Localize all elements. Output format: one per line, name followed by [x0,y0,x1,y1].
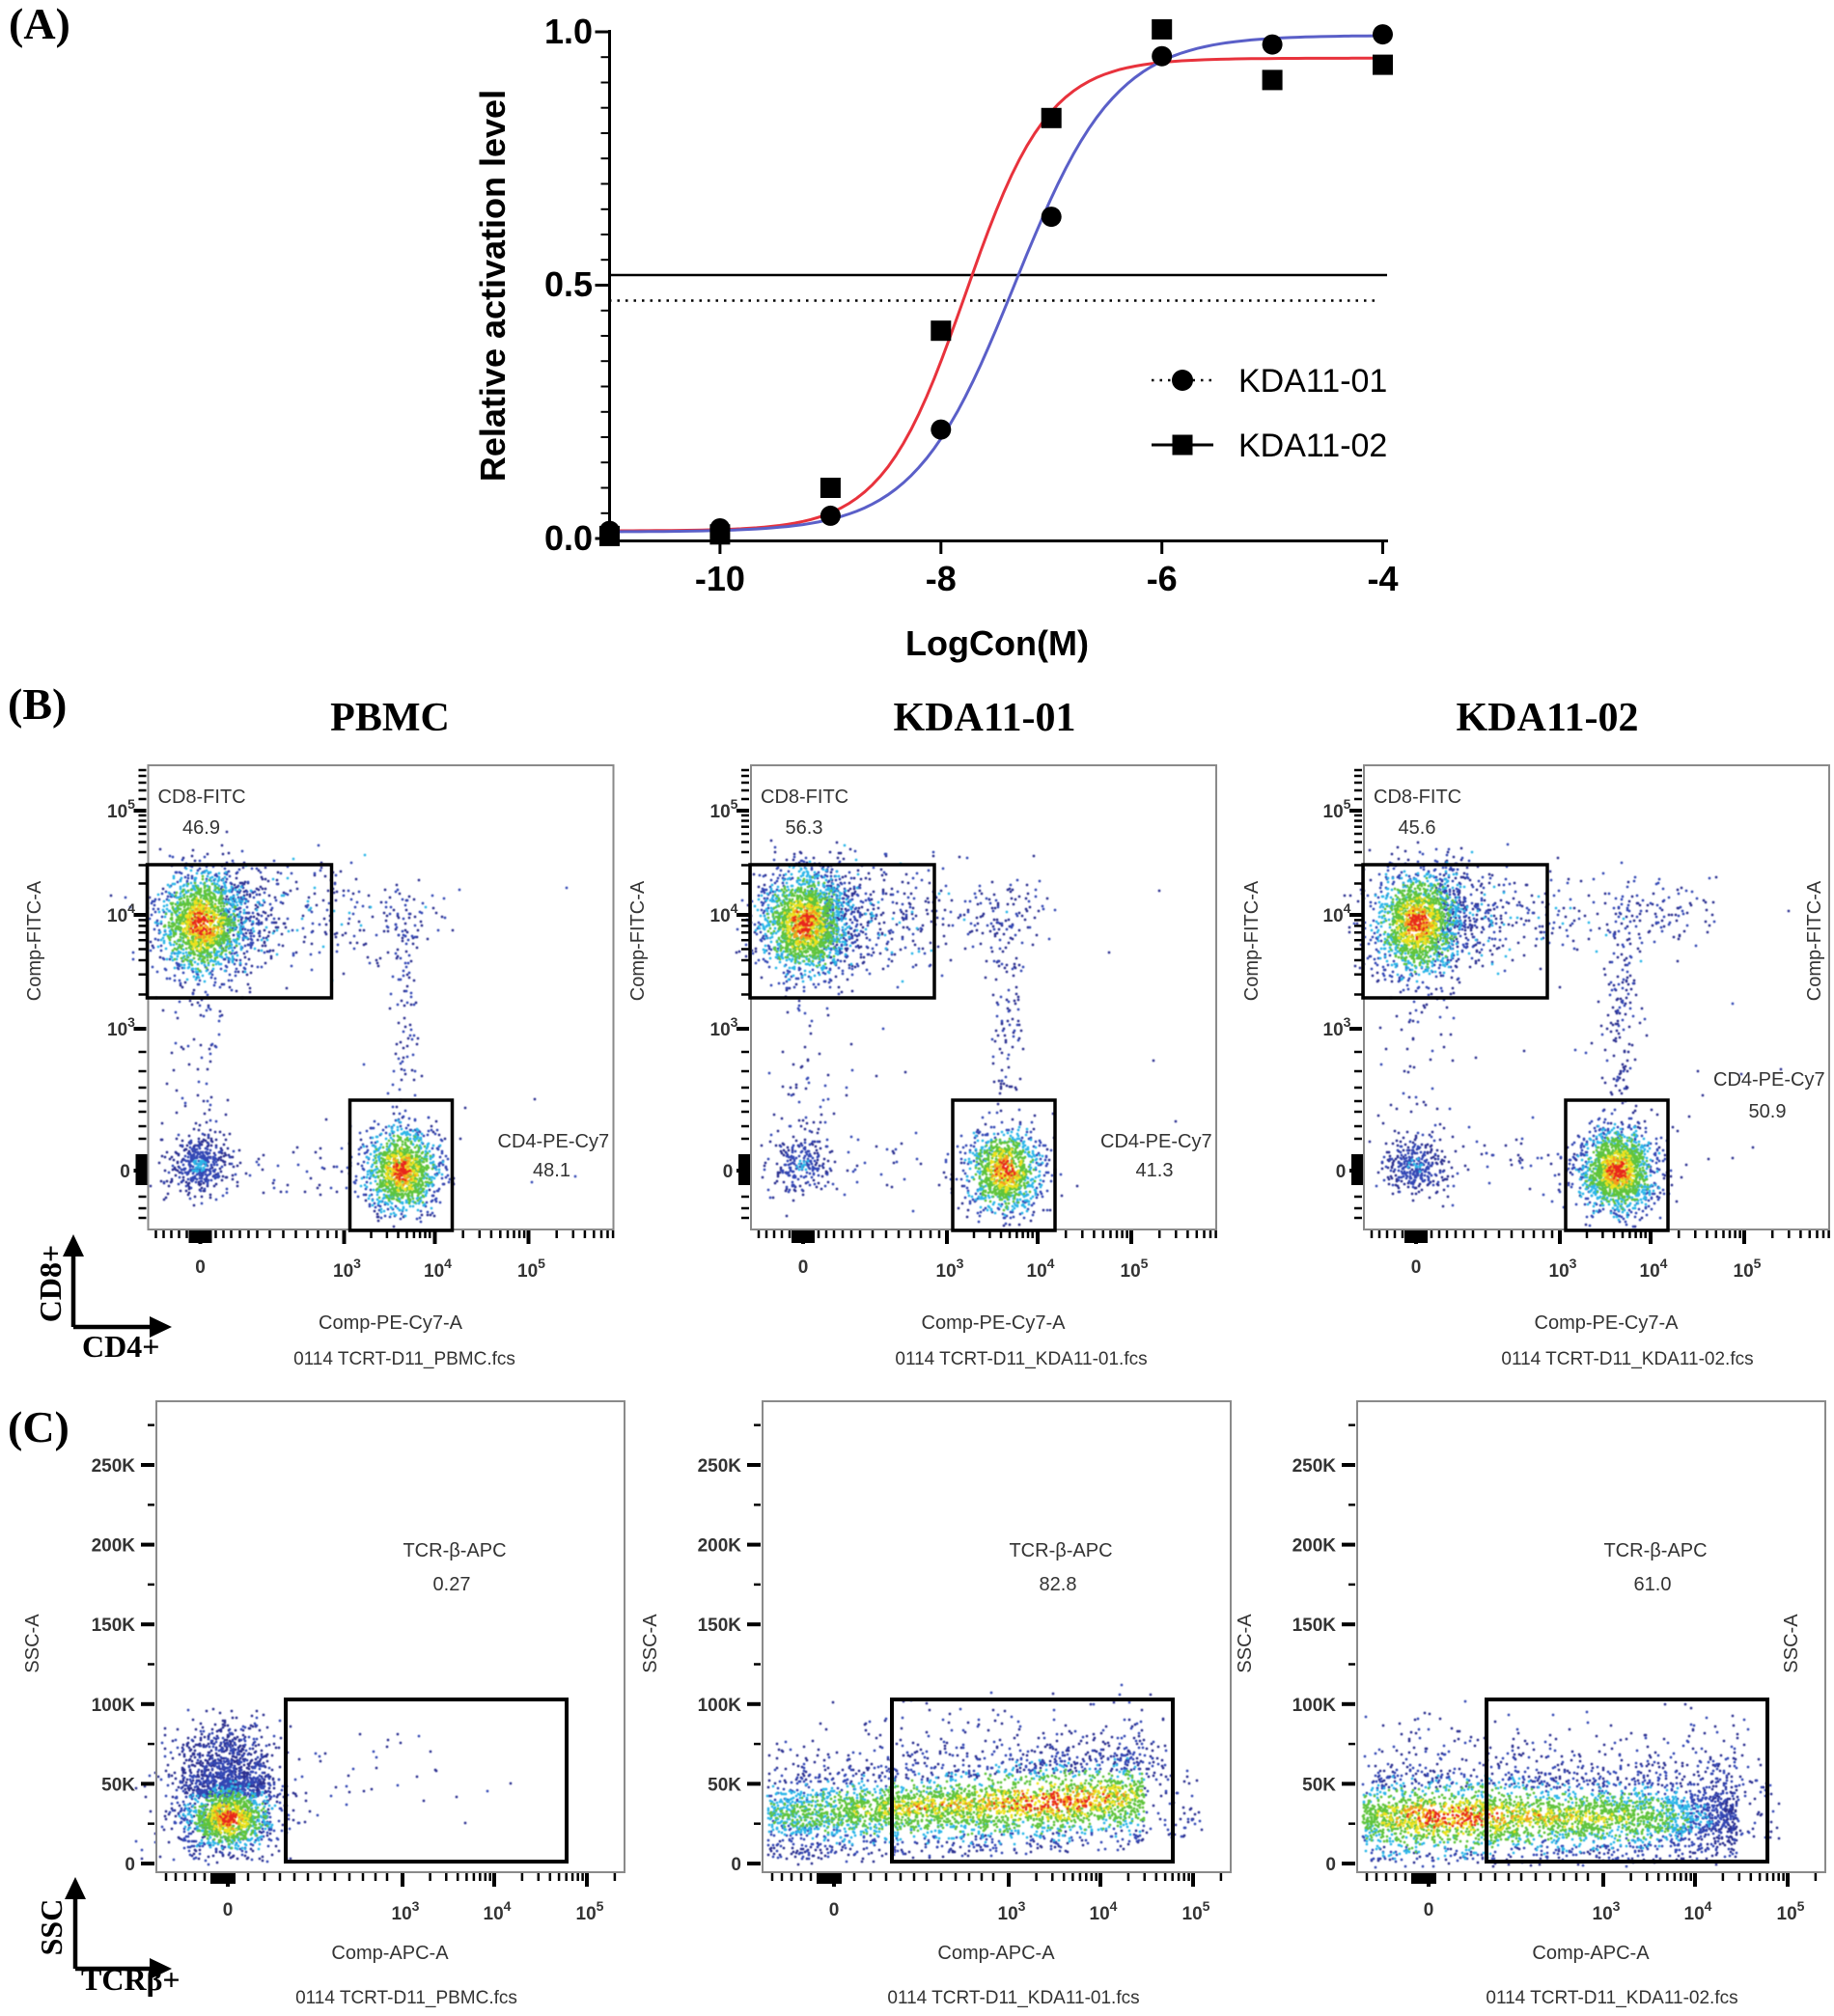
svg-text:SSC-A: SSC-A [1235,1614,1256,1673]
svg-text:SSC-A: SSC-A [640,1614,661,1673]
svg-text:0: 0 [1325,1855,1336,1875]
svg-text:0114 TCRT-D11_PBMC.fcs: 0114 TCRT-D11_PBMC.fcs [295,1988,517,2008]
svg-text:200K: 200K [1292,1536,1337,1557]
svg-text:200K: 200K [92,1536,136,1557]
svg-text:50K: 50K [101,1775,135,1795]
svg-text:0114 TCRT-D11_KDA11-01.fcs: 0114 TCRT-D11_KDA11-01.fcs [895,1349,1147,1369]
svg-text:0114 TCRT-D11_KDA11-01.fcs: 0114 TCRT-D11_KDA11-01.fcs [887,1988,1139,2008]
svg-text:(B): (B) [8,679,67,729]
svg-text:CD8+: CD8+ [33,1245,68,1322]
svg-text:Comp-FITC-A: Comp-FITC-A [1804,880,1825,1001]
svg-text:Comp-PE-Cy7-A: Comp-PE-Cy7-A [1535,1312,1680,1334]
svg-text:(C): (C) [8,1402,69,1451]
svg-text:0.0: 0.0 [544,518,593,558]
svg-text:-8: -8 [926,559,957,598]
svg-text:SSC: SSC [34,1899,69,1956]
svg-text:CD4-PE-Cy7: CD4-PE-Cy7 [498,1131,610,1152]
svg-text:TCR-β-APC: TCR-β-APC [403,1540,506,1561]
svg-text:Comp-APC-A: Comp-APC-A [937,1943,1055,1964]
svg-text:LogCon(M): LogCon(M) [905,623,1089,663]
svg-text:Comp-PE-Cy7-A: Comp-PE-Cy7-A [922,1312,1067,1334]
svg-text:250K: 250K [698,1456,742,1477]
svg-text:CD8-FITC: CD8-FITC [158,787,246,808]
svg-text:250K: 250K [92,1456,136,1477]
svg-text:-6: -6 [1147,559,1178,598]
svg-text:Comp-APC-A: Comp-APC-A [1532,1943,1650,1964]
svg-text:Comp-FITC-A: Comp-FITC-A [627,880,649,1001]
svg-text:PBMC: PBMC [330,696,450,740]
svg-text:Comp-FITC-A: Comp-FITC-A [1241,880,1263,1001]
svg-text:50K: 50K [708,1775,741,1795]
svg-text:0: 0 [195,1257,206,1278]
svg-text:TCRβ+: TCRβ+ [81,1962,181,1997]
svg-text:-10: -10 [695,559,745,598]
svg-text:0: 0 [223,1900,234,1920]
svg-text:61.0: 61.0 [1634,1574,1672,1595]
svg-text:SSC-A: SSC-A [22,1614,43,1673]
svg-text:82.8: 82.8 [1040,1574,1077,1595]
svg-text:41.3: 41.3 [1136,1160,1174,1181]
svg-text:Comp-FITC-A: Comp-FITC-A [24,880,45,1001]
svg-text:Comp-PE-Cy7-A: Comp-PE-Cy7-A [319,1312,463,1334]
svg-text:0: 0 [1411,1257,1422,1278]
svg-text:250K: 250K [1292,1456,1337,1477]
svg-text:0: 0 [723,1162,734,1182]
svg-text:45.6: 45.6 [1399,817,1436,839]
svg-text:50K: 50K [1302,1775,1336,1795]
svg-text:150K: 150K [92,1616,136,1636]
svg-text:0.27: 0.27 [433,1574,471,1595]
svg-text:KDA11-01: KDA11-01 [894,696,1076,740]
svg-text:0: 0 [1336,1162,1347,1182]
svg-text:48.1: 48.1 [533,1160,570,1181]
svg-text:CD8-FITC: CD8-FITC [1374,787,1461,808]
svg-text:CD8-FITC: CD8-FITC [761,787,848,808]
svg-text:0114 TCRT-D11_PBMC.fcs: 0114 TCRT-D11_PBMC.fcs [293,1349,515,1369]
svg-text:(A): (A) [9,0,70,48]
svg-text:CD4-PE-Cy7: CD4-PE-Cy7 [1100,1131,1212,1152]
svg-text:100K: 100K [1292,1696,1337,1716]
svg-text:100K: 100K [92,1696,136,1716]
svg-text:KDA11-02: KDA11-02 [1457,696,1639,740]
svg-text:150K: 150K [698,1616,742,1636]
svg-text:TCR-β-APC: TCR-β-APC [1009,1540,1112,1561]
svg-text:0: 0 [120,1162,130,1182]
svg-text:CD4-PE-Cy7: CD4-PE-Cy7 [1713,1069,1825,1091]
svg-text:100K: 100K [698,1696,742,1716]
svg-text:Relative activation level: Relative activation level [473,90,513,482]
svg-text:1.0: 1.0 [544,12,593,51]
svg-text:TCR-β-APC: TCR-β-APC [1603,1540,1707,1561]
svg-text:200K: 200K [698,1536,742,1557]
svg-text:0.5: 0.5 [544,264,593,304]
svg-text:CD4+: CD4+ [82,1329,159,1364]
svg-text:-4: -4 [1367,559,1398,598]
svg-text:0: 0 [125,1855,135,1875]
svg-text:46.9: 46.9 [182,817,220,839]
svg-text:0: 0 [829,1900,840,1920]
svg-text:0114 TCRT-D11_KDA11-02.fcs: 0114 TCRT-D11_KDA11-02.fcs [1501,1349,1753,1369]
svg-text:56.3: 56.3 [786,817,823,839]
svg-text:Comp-APC-A: Comp-APC-A [331,1943,449,1964]
svg-text:0: 0 [731,1855,741,1875]
svg-text:SSC-A: SSC-A [1781,1614,1802,1673]
svg-text:0: 0 [798,1257,809,1278]
svg-text:50.9: 50.9 [1749,1101,1787,1122]
svg-text:KDA11-02: KDA11-02 [1238,428,1387,464]
svg-text:0: 0 [1424,1900,1434,1920]
svg-text:150K: 150K [1292,1616,1337,1636]
svg-text:0114 TCRT-D11_KDA11-02.fcs: 0114 TCRT-D11_KDA11-02.fcs [1486,1988,1737,2008]
svg-text:KDA11-01: KDA11-01 [1238,363,1387,400]
